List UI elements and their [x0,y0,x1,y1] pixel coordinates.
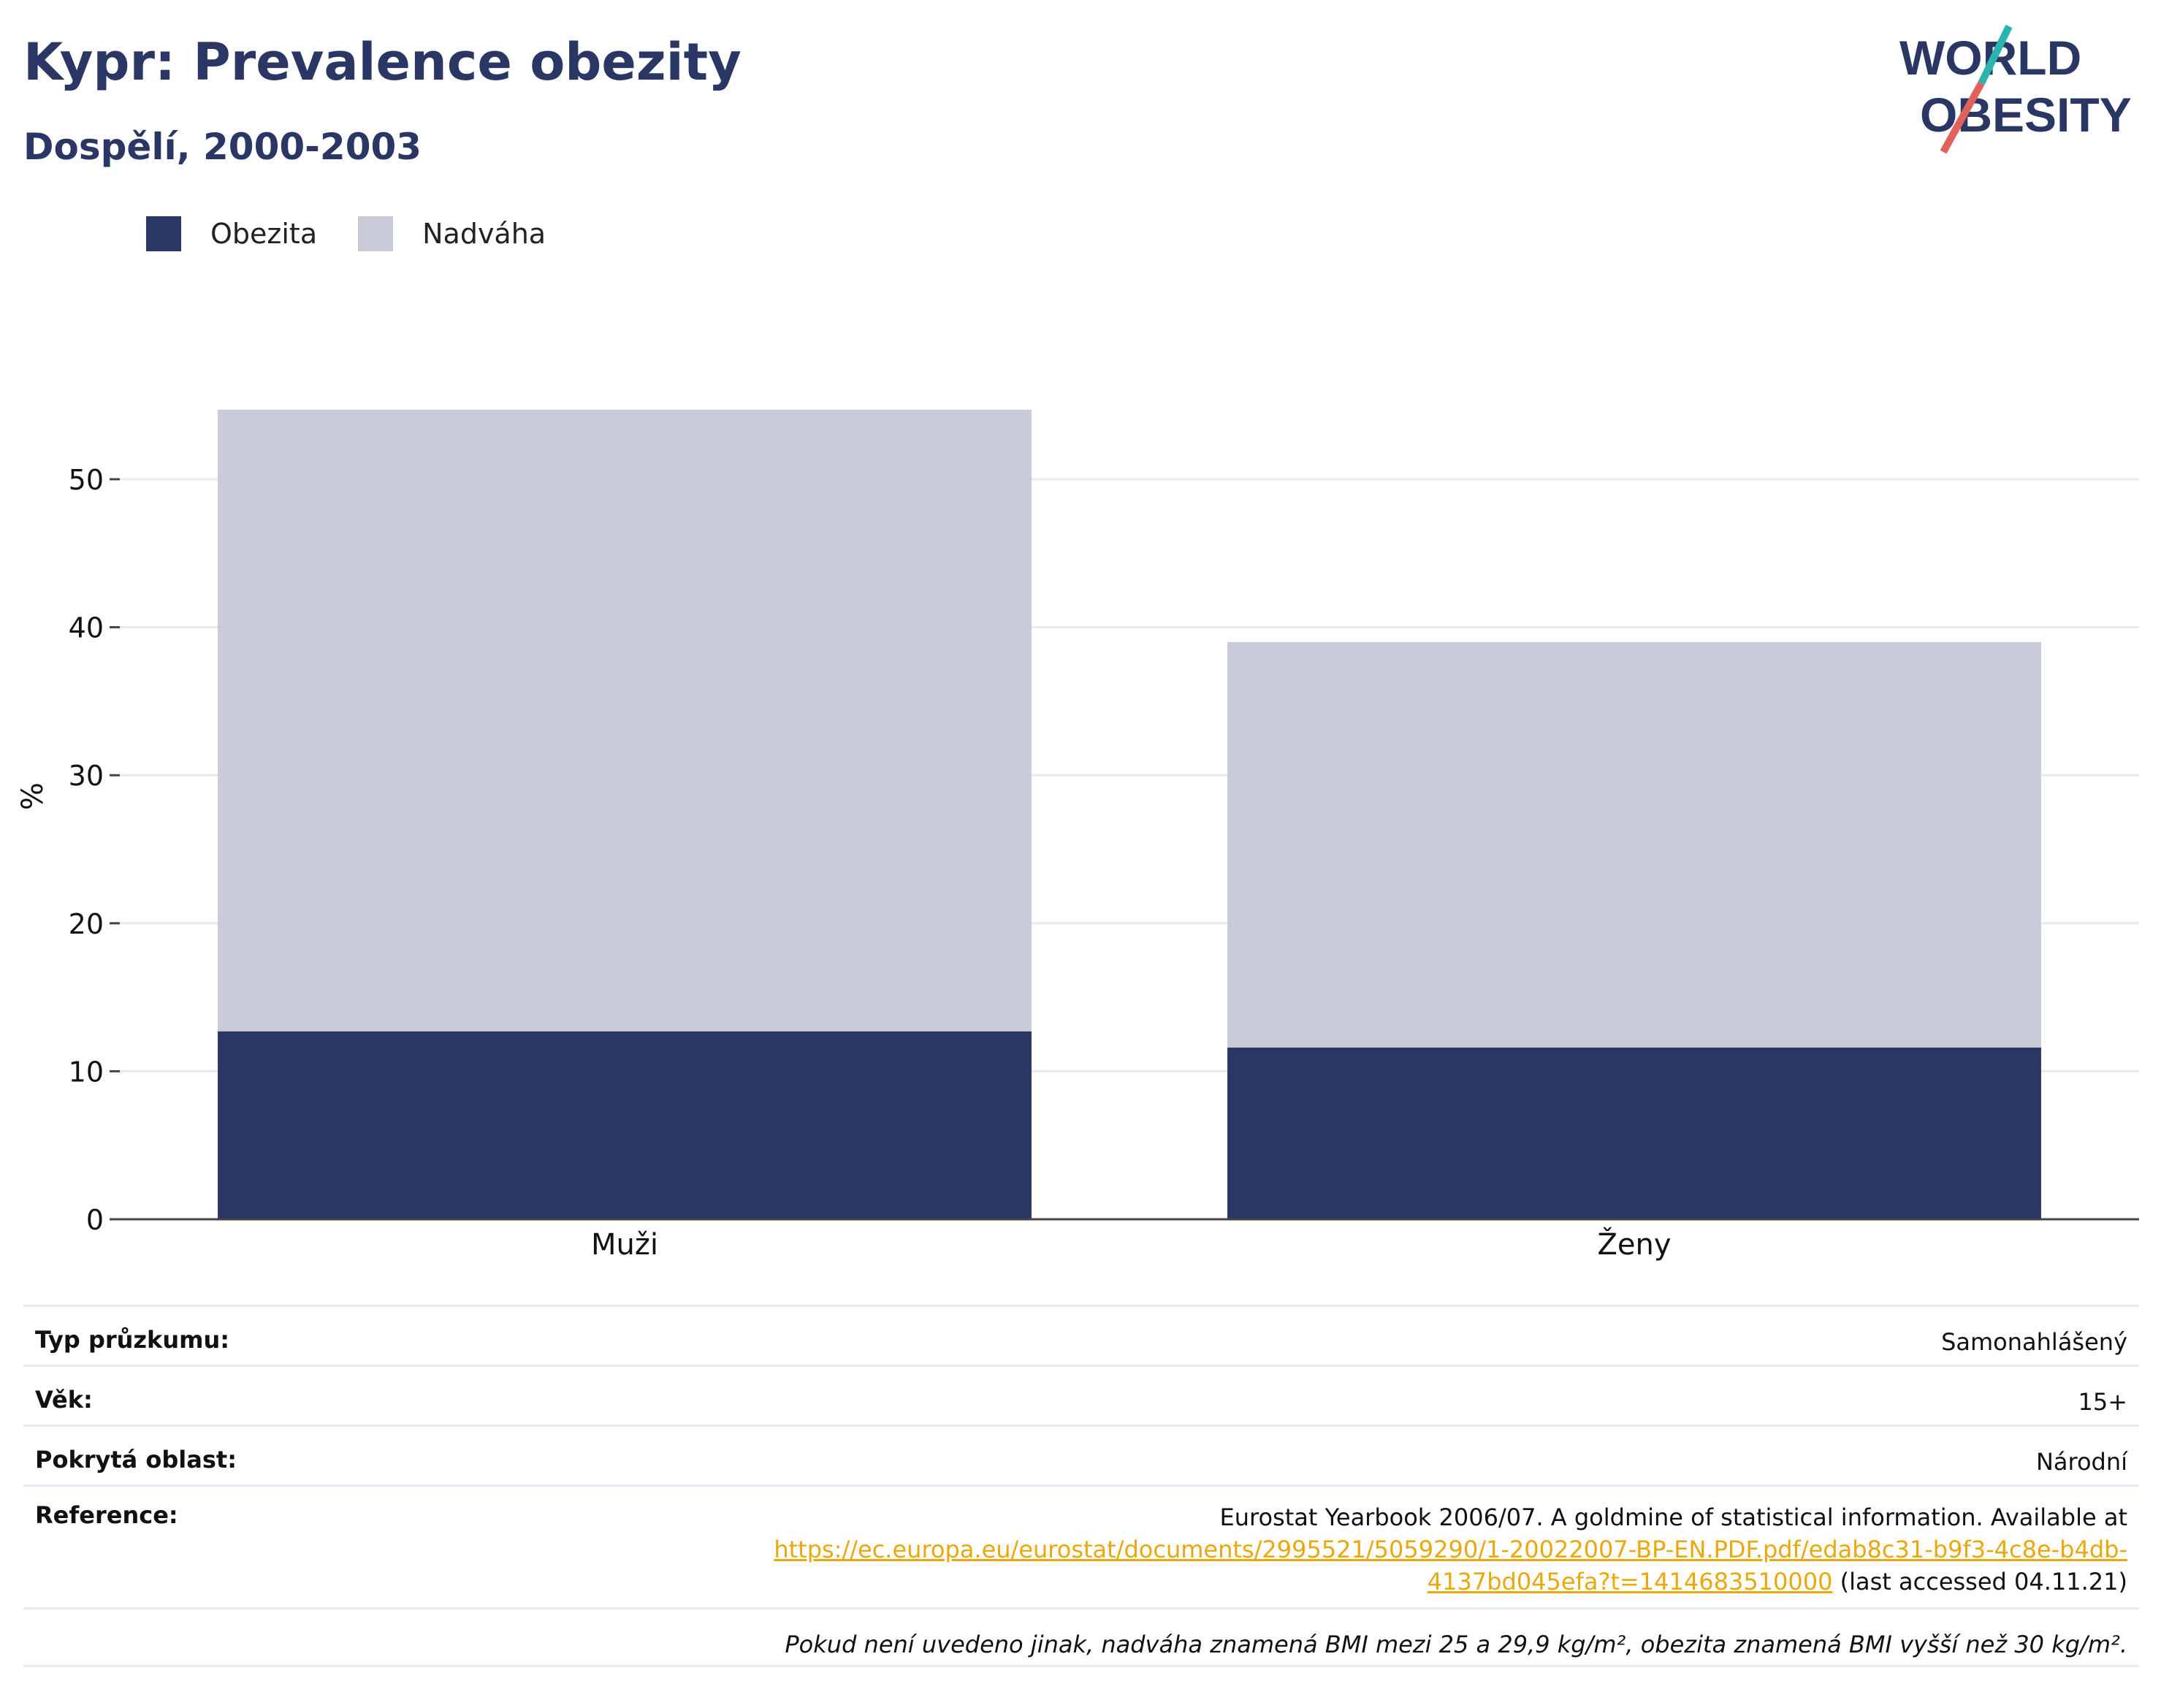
bar-overweight[interactable] [1227,641,2041,1048]
legend-swatch-overweight [358,216,394,251]
chart-subtitle: Dospělí, 2000-2003 [23,126,422,168]
world-obesity-logo: WORLD OBESITY [1899,24,2132,153]
logo-slash-red [1940,81,1985,153]
logo-slash-teal [1978,24,2013,85]
reference-link-part2[interactable]: 4137bd045efa?t=1414683510000 [1427,1568,1833,1595]
y-tick-label: 40 [69,612,104,644]
y-tick-label: 20 [69,908,104,940]
info-row-reference: Reference: Eurostat Yearbook 2006/07. A … [23,1484,2139,1607]
x-tick-label: Ženy [1597,1227,1671,1262]
bar-obesity[interactable] [1227,1047,2041,1219]
legend-swatch-obesity [146,216,181,251]
legend-item-overweight[interactable]: Nadváha [358,216,546,251]
y-axis-label: % [16,782,50,810]
chart-title: Kypr: Prevalence obezity [23,32,742,92]
x-axis-ticks: Muži Ženy [591,1227,1672,1262]
age-label: Věk: [35,1386,93,1414]
coverage-value: Národní [2035,1448,2127,1476]
reference-label: Reference: [35,1501,178,1529]
coverage-label: Pokrytá oblast: [35,1446,237,1473]
reference-accessed: (last accessed 04.11.21) [1832,1568,2127,1595]
legend-item-obesity[interactable]: Obezita [146,216,317,251]
info-row-survey-type: Typ průzkumu: Samonahlášený [23,1305,2139,1365]
footnote: Pokud není uvedeno jinak, nadváha znamen… [785,1631,2127,1658]
y-tick-label: 0 [86,1204,104,1236]
y-tick-label: 10 [69,1056,104,1088]
bar-obesity[interactable] [218,1031,1032,1219]
legend-label-obesity: Obezita [210,218,318,250]
legend-label-overweight: Nadváha [422,218,546,250]
bar-chart: 0 10 20 30 40 50 Muži Ženy % [16,409,2139,1262]
y-axis-ticks: 0 10 20 30 40 50 [69,464,120,1236]
bars [218,409,2041,1219]
x-tick-label: Muži [591,1228,658,1262]
age-value: 15+ [2078,1388,2127,1416]
reference-text: Eurostat Yearbook 2006/07. A goldmine of… [1219,1503,2128,1531]
info-table: Typ průzkumu: Samonahlášený Věk: 15+ Pok… [23,1305,2139,1667]
bar-overweight[interactable] [218,409,1032,1032]
y-tick-label: 50 [69,464,104,496]
info-row-coverage: Pokrytá oblast: Národní [23,1425,2139,1484]
info-row-footnote: Pokud není uvedeno jinak, nadváha znamen… [23,1607,2139,1667]
survey-type-value: Samonahlášený [1941,1328,2127,1356]
y-tick-label: 30 [69,760,104,792]
legend: Obezita Nadváha [146,216,587,251]
reference-link-part1[interactable]: https://ec.europa.eu/eurostat/documents/… [774,1536,2127,1563]
reference-value: Eurostat Yearbook 2006/07. A goldmine of… [774,1501,2127,1598]
survey-type-label: Typ průzkumu: [35,1326,230,1354]
info-row-age: Věk: 15+ [23,1365,2139,1425]
